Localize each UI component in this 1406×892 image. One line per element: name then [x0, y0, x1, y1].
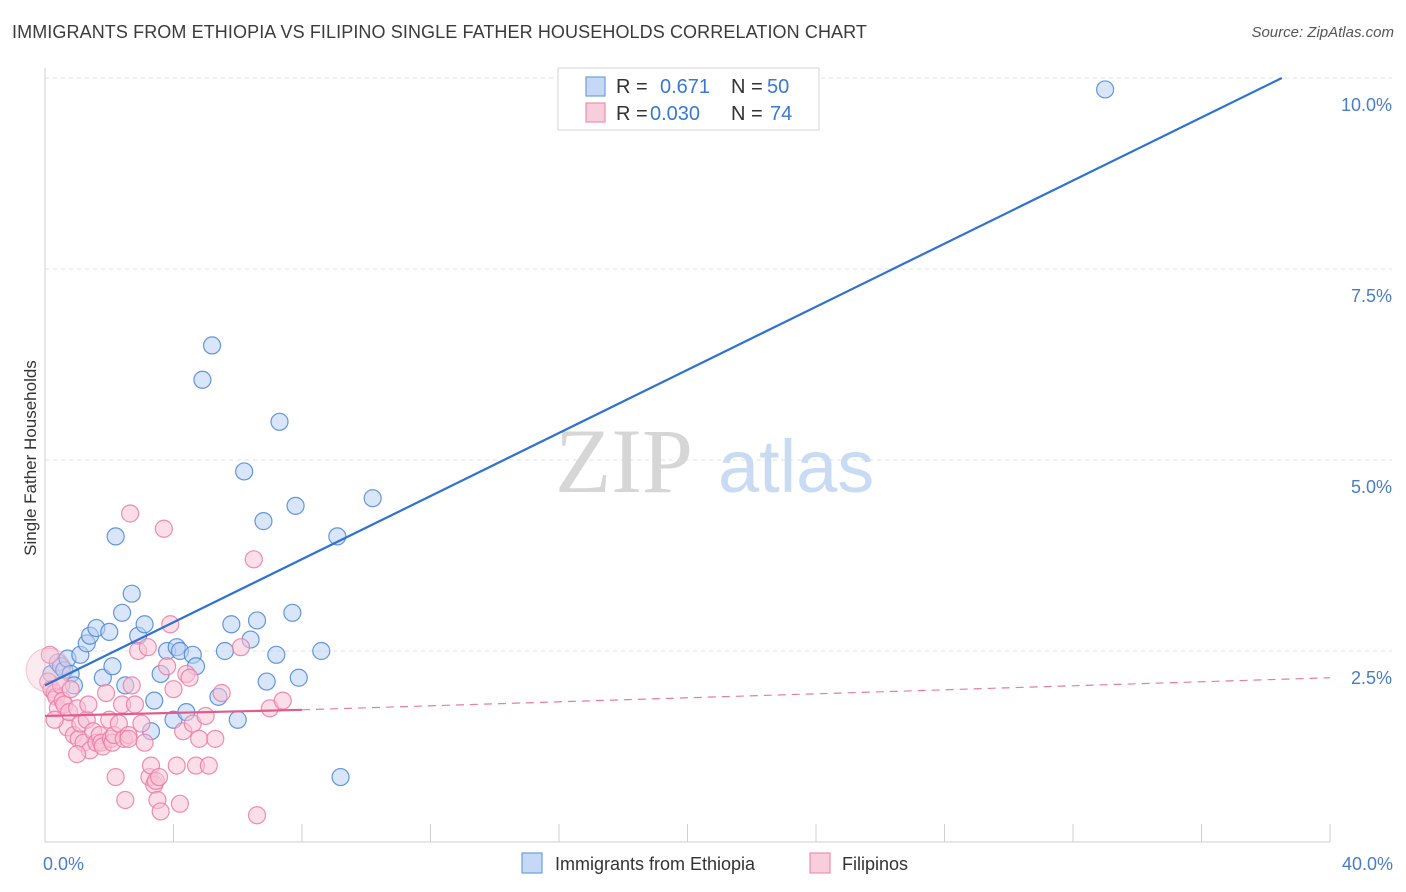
filipinos-point	[119, 729, 138, 748]
chart-title: IMMIGRANTS FROM ETHIOPIA VS FILIPINO SIN…	[12, 22, 868, 42]
ethiopia-point	[100, 622, 119, 642]
filipinos-point	[138, 638, 157, 657]
ethiopia-point	[331, 767, 350, 787]
bottom-legend: Immigrants from Ethiopia Filipinos	[521, 852, 908, 874]
ethiopia-point	[257, 672, 276, 691]
legend-r-label: R =	[616, 76, 648, 98]
filipinos-point	[135, 733, 154, 752]
legend-n-value: 50	[767, 76, 789, 98]
legend-r-label: R =	[616, 103, 648, 125]
legend-r-value: 0.671	[660, 76, 710, 98]
x-tick-label: 40.0%	[1342, 854, 1393, 874]
filipinos-point	[132, 714, 151, 733]
ethiopia-point	[228, 710, 247, 729]
filipinos-point	[149, 767, 169, 787]
filipinos-point	[212, 683, 231, 703]
ethiopia-point	[267, 645, 286, 664]
legend-swatch-ethiopia	[585, 76, 606, 97]
filipinos-point	[151, 802, 170, 821]
filipinos-point	[170, 794, 190, 813]
filipinos-point	[125, 695, 145, 714]
ethiopia-point	[247, 611, 267, 630]
filipinos-cluster-point	[25, 647, 71, 693]
bottom-legend-label-ethiopia: Immigrants from Ethiopia	[555, 854, 756, 874]
bottom-legend-swatch-filipinos	[809, 852, 831, 874]
watermark-atlas: atlas	[718, 425, 874, 508]
legend-n-value: 74	[770, 103, 792, 125]
filipinos-point	[196, 706, 215, 726]
watermark: ZIP atlas	[555, 410, 874, 512]
trend-line-ethiopia	[44, 77, 1283, 687]
ethiopia-point	[283, 603, 302, 622]
filipinos-point	[96, 683, 116, 703]
ethiopia-point	[312, 641, 331, 661]
filipinos-point	[106, 767, 125, 787]
ethiopia-point	[215, 641, 234, 661]
ethiopia-point	[254, 512, 273, 531]
ethiopia-point	[286, 496, 305, 515]
bottom-legend-swatch-ethiopia	[521, 852, 543, 874]
ethiopia-point	[202, 336, 222, 355]
y-tick-label: 10.0%	[1341, 95, 1392, 115]
x-tick-label: 0.0%	[43, 854, 84, 874]
filipinos-point	[68, 745, 87, 764]
filipinos-point	[167, 756, 186, 775]
trend-line-filipinos	[44, 708, 303, 718]
filipinos-point	[244, 550, 263, 569]
ethiopia-point	[363, 489, 382, 508]
filipinos-point	[154, 519, 173, 538]
filipinos-point	[231, 638, 251, 657]
series-filipinos-points	[25, 504, 292, 825]
filipinos-point	[206, 729, 225, 748]
ethiopia-point	[289, 668, 308, 687]
ethiopia-point	[106, 527, 125, 546]
ethiopia-point	[112, 603, 132, 622]
trend-line-filipinos-extension	[301, 677, 1331, 711]
y-tick-label: 2.5%	[1351, 668, 1392, 688]
filipinos-point	[190, 729, 209, 748]
tick-labels: 2.5% 5.0% 7.5% 10.0% 0.0% 40.0%	[43, 95, 1393, 874]
filipinos-point	[121, 504, 140, 523]
ethiopia-point	[145, 691, 164, 710]
filipinos-point	[40, 645, 59, 664]
legend-box: R = 0.671 N = 50 R = 0.030 N = 74	[557, 67, 820, 131]
watermark-zip: ZIP	[555, 410, 693, 512]
filipinos-point	[122, 676, 141, 695]
filipinos-point	[157, 657, 177, 676]
ethiopia-point	[1096, 80, 1115, 99]
filipinos-point	[45, 710, 64, 729]
filipinos-point	[199, 756, 218, 775]
legend-swatch-filipinos	[585, 102, 606, 123]
ethiopia-point	[235, 462, 254, 481]
legend-n-label: N =	[731, 103, 763, 125]
filipinos-point	[61, 680, 80, 699]
filipinos-point	[164, 680, 183, 699]
y-axis-label: Single Father Households	[21, 360, 40, 556]
filipinos-point	[116, 790, 135, 810]
ethiopia-point	[193, 370, 212, 389]
ethiopia-point	[122, 584, 141, 603]
axes	[44, 68, 1331, 843]
ethiopia-point	[270, 412, 289, 431]
filipinos-point	[79, 695, 98, 714]
filipinos-point	[247, 806, 267, 825]
y-tick-label: 5.0%	[1351, 477, 1392, 497]
legend-n-label: N =	[731, 76, 763, 98]
ethiopia-point	[135, 615, 154, 634]
legend-r-value: 0.030	[650, 103, 700, 125]
ethiopia-point	[103, 657, 122, 676]
filipinos-point	[180, 668, 199, 687]
series-ethiopia-points	[42, 80, 1115, 787]
trend-lines	[44, 77, 1331, 718]
y-tick-label: 7.5%	[1351, 286, 1392, 306]
source-label: Source: ZipAtlas.com	[1251, 24, 1394, 41]
ethiopia-point	[222, 615, 241, 634]
filipinos-point	[273, 691, 292, 710]
bottom-legend-label-filipinos: Filipinos	[842, 854, 908, 874]
